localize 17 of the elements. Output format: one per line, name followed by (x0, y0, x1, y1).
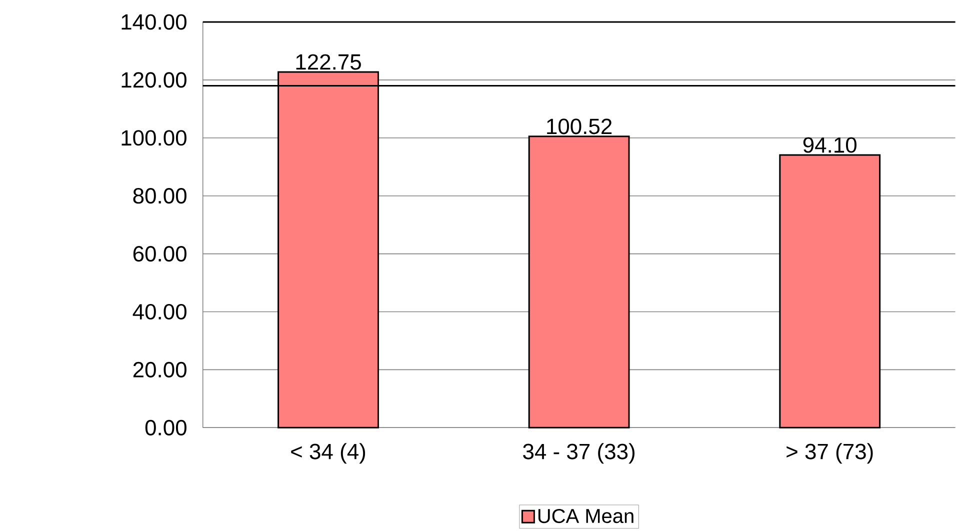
x-tick-label: 34 - 37 (33) (523, 443, 634, 464)
bar (528, 136, 630, 429)
x-tick-label: < 34 (4) (291, 443, 366, 464)
text: 94.10 (803, 137, 856, 153)
y-tick-label: 140.00 (122, 14, 186, 30)
text: 122.75 (296, 54, 361, 70)
y-tick-label: 80.00 (133, 188, 186, 204)
y-tick-label: 100.00 (122, 130, 186, 146)
y-tick-label: 40.00 (132, 304, 186, 320)
y-tick-label: 0.00 (145, 420, 186, 436)
y-tick-label: 120.00 (122, 72, 186, 88)
bar (779, 154, 881, 429)
x-tick-label: > 37 (73) (786, 443, 873, 464)
y-tick-label: 60.00 (133, 246, 186, 262)
y-tick-label: 20.00 (133, 362, 186, 378)
text: 100.52 (547, 118, 612, 134)
legend-label: UCA Mean (538, 509, 634, 524)
